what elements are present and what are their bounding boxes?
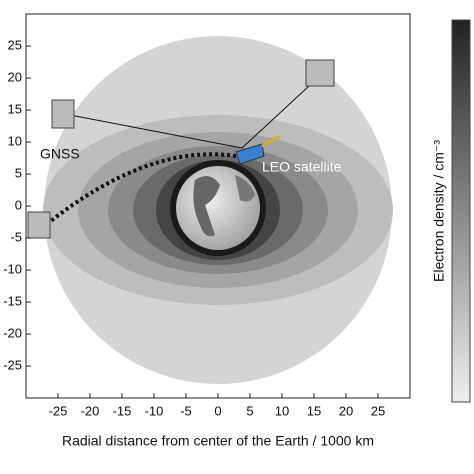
y-tick-label: 10 <box>8 133 22 148</box>
x-tick-label: 20 <box>339 403 353 418</box>
x-tick-label: 0 <box>214 403 221 418</box>
y-tick-label: -5 <box>10 229 22 244</box>
y-tick-label: 15 <box>8 101 22 116</box>
x-tick-label: 15 <box>307 403 321 418</box>
x-tick-label: -25 <box>49 403 68 418</box>
y-tick-label: -15 <box>3 293 22 308</box>
y-tick-label: -20 <box>3 325 22 340</box>
y-tick-label: -25 <box>3 357 22 372</box>
x-tick-label: -5 <box>180 403 192 418</box>
x-tick-label: -20 <box>81 403 100 418</box>
colorbar <box>451 19 471 403</box>
annotation: GNSS <box>40 146 80 162</box>
y-tick-label: 5 <box>15 165 22 180</box>
x-axis-label: Radial distance from center of the Earth… <box>62 433 374 449</box>
satellites <box>27 59 335 239</box>
x-tick-label: 25 <box>371 403 385 418</box>
y-tick-label: 25 <box>8 37 22 52</box>
annotation: LEO satellite <box>262 159 342 175</box>
y-tick-label: 20 <box>8 69 22 84</box>
x-tick-label: -15 <box>113 403 132 418</box>
y-tick-label: 0 <box>15 197 22 212</box>
x-tick-label: 5 <box>246 403 253 418</box>
x-tick-label: -10 <box>145 403 164 418</box>
colorbar-label: Electron density / cm⁻³ <box>431 140 447 282</box>
y-tick-label: -10 <box>3 261 22 276</box>
density-field <box>43 36 393 384</box>
x-tick-label: 10 <box>275 403 289 418</box>
